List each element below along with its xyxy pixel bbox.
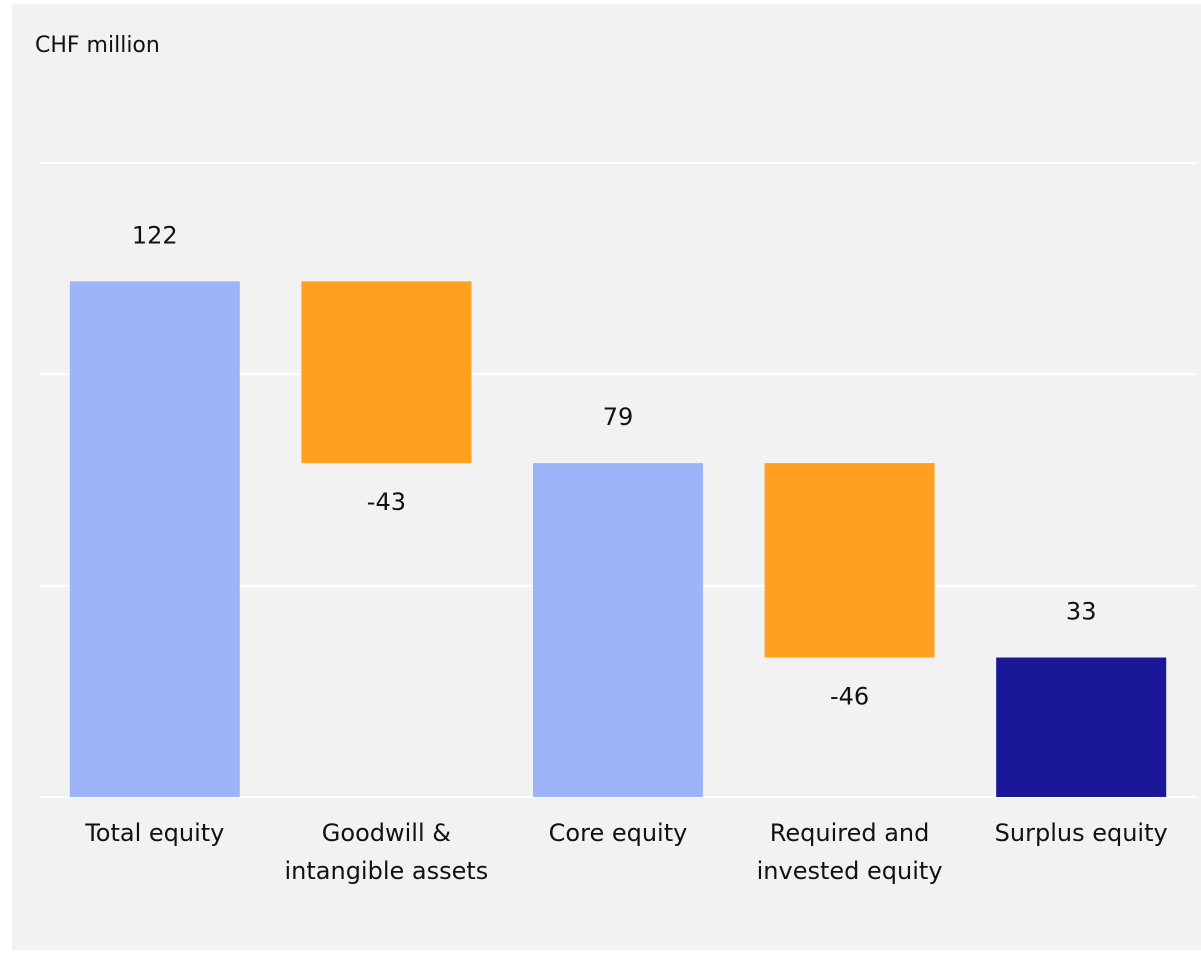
x-tick-label: Required and invested equity (756, 819, 943, 885)
bar (996, 657, 1167, 797)
value-label: -46 (830, 683, 869, 711)
bar (301, 281, 472, 464)
value-label: -43 (367, 488, 406, 516)
bar (764, 463, 935, 658)
value-label: 79 (603, 403, 634, 431)
x-tick-label: Surplus equity (994, 819, 1168, 847)
chart-title: CHF million (35, 33, 160, 58)
x-tick-label: Core equity (548, 819, 688, 847)
x-tick-label: Total equity (85, 819, 225, 847)
value-label: 33 (1066, 598, 1097, 626)
value-label: 122 (132, 221, 178, 249)
bar (533, 463, 703, 797)
bar (69, 281, 240, 797)
x-tick-label: Goodwill & intangible assets (284, 819, 489, 885)
